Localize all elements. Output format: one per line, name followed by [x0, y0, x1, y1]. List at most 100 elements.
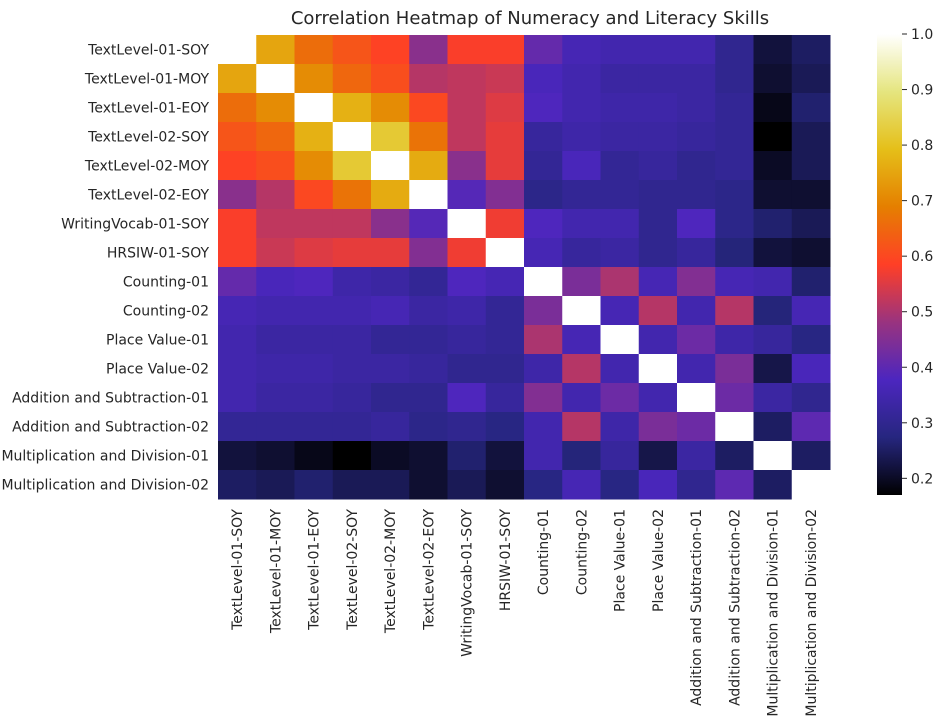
- heatmap-cell-6-7: [485, 209, 525, 239]
- heatmap-cell-15-9: [562, 470, 601, 500]
- heatmap-cell-8-15: [791, 267, 831, 297]
- heatmap-cell-5-8: [524, 180, 563, 210]
- heatmap-cell-7-9: [562, 238, 601, 268]
- heatmap-cell-7-7: [485, 238, 525, 268]
- heatmap-cell-10-4: [371, 325, 410, 355]
- column-label: TextLevel-02-MOY: [383, 509, 399, 635]
- heatmap-cell-8-3: [332, 267, 372, 297]
- heatmap-cell-8-10: [600, 267, 640, 297]
- column-label: HRSIW-01-SOY: [498, 509, 514, 612]
- column-label: Place Value-02: [651, 509, 667, 612]
- heatmap-cells: [218, 35, 831, 500]
- heatmap-cell-6-2: [294, 209, 334, 239]
- heatmap-cell-15-12: [677, 470, 716, 500]
- heatmap-cell-13-10: [600, 412, 640, 442]
- heatmap-cell-2-4: [371, 93, 410, 123]
- heatmap-cell-14-10: [600, 441, 640, 471]
- heatmap-cell-15-11: [638, 470, 678, 500]
- heatmap-cell-9-9: [562, 296, 601, 326]
- heatmap-cell-7-10: [600, 238, 640, 268]
- heatmap-cell-6-11: [638, 209, 678, 239]
- heatmap-cell-0-14: [753, 35, 793, 65]
- heatmap-cell-7-3: [332, 238, 372, 268]
- heatmap-cell-5-12: [677, 180, 716, 210]
- heatmap-cell-4-8: [524, 151, 563, 181]
- heatmap-cell-3-4: [371, 122, 410, 152]
- heatmap-cell-15-1: [256, 470, 295, 500]
- heatmap-cell-10-11: [638, 325, 678, 355]
- heatmap-cell-3-3: [332, 122, 372, 152]
- heatmap-cell-5-0: [218, 180, 257, 210]
- heatmap-cell-7-12: [677, 238, 716, 268]
- heatmap-cell-1-5: [409, 64, 448, 94]
- heatmap-cell-0-2: [294, 35, 334, 65]
- heatmap-cell-6-10: [600, 209, 640, 239]
- heatmap-cell-12-2: [294, 383, 334, 413]
- heatmap-cell-1-3: [332, 64, 372, 94]
- heatmap-cell-5-10: [600, 180, 640, 210]
- heatmap-cell-12-12: [677, 383, 716, 413]
- heatmap-cell-5-9: [562, 180, 601, 210]
- heatmap-cell-10-14: [753, 325, 793, 355]
- heatmap-cell-13-8: [524, 412, 563, 442]
- heatmap-cell-11-12: [677, 354, 716, 384]
- heatmap-cell-11-1: [256, 354, 295, 384]
- heatmap-cell-1-1: [256, 64, 295, 94]
- row-labels: TextLevel-01-SOY TextLevel-01-MOY TextLeve…: [1, 43, 209, 494]
- heatmap-cell-4-6: [447, 151, 487, 181]
- heatmap-cell-13-11: [638, 412, 678, 442]
- heatmap-cell-13-14: [753, 412, 793, 442]
- heatmap-cell-13-9: [562, 412, 601, 442]
- heatmap-cell-2-8: [524, 93, 563, 123]
- heatmap-cell-11-10: [600, 354, 640, 384]
- row-label: Multiplication and Division-01: [1, 449, 209, 465]
- heatmap-cell-10-10: [600, 325, 640, 355]
- heatmap-cell-10-13: [715, 325, 754, 355]
- heatmap-cell-1-13: [715, 64, 754, 94]
- row-label: Place Value-02: [106, 362, 209, 378]
- heatmap-cell-15-6: [447, 470, 487, 500]
- heatmap-cell-2-14: [753, 93, 793, 123]
- heatmap-cell-15-3: [332, 470, 372, 500]
- heatmap-cell-4-15: [791, 151, 831, 181]
- heatmap-cell-8-1: [256, 267, 295, 297]
- row-label: HRSIW-01-SOY: [107, 246, 210, 262]
- heatmap-cell-3-2: [294, 122, 334, 152]
- heatmap-cell-9-10: [600, 296, 640, 326]
- heatmap-cell-13-12: [677, 412, 716, 442]
- heatmap-cell-11-13: [715, 354, 754, 384]
- row-label: TextLevel-02-SOY: [87, 130, 209, 146]
- heatmap-cell-11-2: [294, 354, 334, 384]
- heatmap-cell-13-4: [371, 412, 410, 442]
- heatmap-cell-13-2: [294, 412, 334, 442]
- heatmap-cell-14-3: [332, 441, 372, 471]
- heatmap-cell-12-4: [371, 383, 410, 413]
- heatmap-cell-9-13: [715, 296, 754, 326]
- heatmap-cell-3-10: [600, 122, 640, 152]
- heatmap-cell-1-11: [638, 64, 678, 94]
- heatmap-cell-8-13: [715, 267, 754, 297]
- heatmap-cell-3-5: [409, 122, 448, 152]
- heatmap-cell-10-1: [256, 325, 295, 355]
- colorbar-tick-label: 0.8: [911, 138, 933, 154]
- column-label: Counting-01: [536, 509, 552, 595]
- colorbar-tick-label: 0.9: [911, 83, 933, 99]
- heatmap-cell-5-3: [332, 180, 372, 210]
- heatmap-cell-11-6: [447, 354, 487, 384]
- heatmap-cell-0-15: [791, 35, 831, 65]
- heatmap-cell-15-2: [294, 470, 334, 500]
- heatmap-cell-10-9: [562, 325, 601, 355]
- heatmap-cell-14-8: [524, 441, 563, 471]
- heatmap-cell-5-14: [753, 180, 793, 210]
- heatmap-cell-2-15: [791, 93, 831, 123]
- heatmap-cell-15-14: [753, 470, 793, 500]
- heatmap-cell-2-1: [256, 93, 295, 123]
- colorbar-tick-label: 0.4: [911, 360, 933, 376]
- column-label: WritingVocab-01-SOY: [460, 509, 476, 657]
- row-label: TextLevel-01-EOY: [87, 101, 209, 117]
- heatmap-cell-2-7: [485, 93, 525, 123]
- colorbar-tick-label: 0.2: [911, 471, 933, 487]
- heatmap-cell-3-13: [715, 122, 754, 152]
- heatmap-cell-8-0: [218, 267, 257, 297]
- heatmap-cell-0-9: [562, 35, 601, 65]
